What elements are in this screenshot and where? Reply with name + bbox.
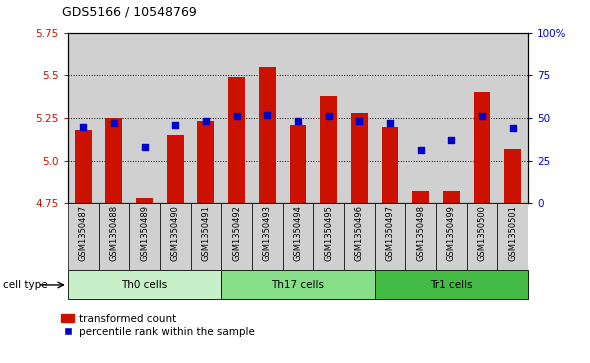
FancyBboxPatch shape — [405, 203, 436, 270]
FancyBboxPatch shape — [252, 203, 283, 270]
Bar — [228, 77, 245, 203]
Text: GSM1350490: GSM1350490 — [171, 205, 180, 261]
Text: Th17 cells: Th17 cells — [271, 280, 325, 290]
Point — [355, 118, 364, 124]
Bar — [75, 130, 91, 203]
Text: GSM1350495: GSM1350495 — [324, 205, 333, 261]
Text: GSM1350487: GSM1350487 — [78, 205, 88, 261]
Bar — [313, 33, 344, 203]
Text: GSM1350493: GSM1350493 — [263, 205, 272, 261]
Point — [477, 113, 487, 119]
Text: GSM1350489: GSM1350489 — [140, 205, 149, 261]
Bar — [375, 33, 405, 203]
Bar — [497, 33, 528, 203]
Bar — [436, 33, 467, 203]
Bar — [167, 135, 183, 203]
FancyBboxPatch shape — [344, 203, 375, 270]
Text: GSM1350500: GSM1350500 — [477, 205, 487, 261]
Point — [140, 144, 149, 150]
FancyBboxPatch shape — [99, 203, 129, 270]
FancyBboxPatch shape — [283, 203, 313, 270]
Bar — [283, 33, 313, 203]
Point — [385, 120, 395, 126]
FancyBboxPatch shape — [221, 270, 375, 299]
Point — [201, 118, 211, 124]
Point — [293, 118, 303, 124]
Bar — [136, 198, 153, 203]
Bar — [320, 96, 337, 203]
Bar — [99, 33, 129, 203]
Bar — [252, 33, 283, 203]
Text: cell type: cell type — [3, 280, 48, 290]
Bar — [412, 191, 429, 203]
FancyBboxPatch shape — [129, 203, 160, 270]
Point — [232, 113, 241, 119]
FancyBboxPatch shape — [313, 203, 344, 270]
Bar — [351, 113, 368, 203]
Bar — [443, 191, 460, 203]
FancyBboxPatch shape — [160, 203, 191, 270]
FancyBboxPatch shape — [375, 270, 528, 299]
Bar — [474, 92, 490, 203]
Bar — [68, 33, 99, 203]
FancyBboxPatch shape — [467, 203, 497, 270]
Point — [324, 113, 333, 119]
Text: GSM1350496: GSM1350496 — [355, 205, 364, 261]
Bar — [405, 33, 436, 203]
Text: Th0 cells: Th0 cells — [122, 280, 168, 290]
Text: GSM1350488: GSM1350488 — [109, 205, 119, 261]
Point — [508, 125, 517, 131]
Bar — [467, 33, 497, 203]
FancyBboxPatch shape — [497, 203, 528, 270]
Point — [78, 123, 88, 129]
Text: GSM1350492: GSM1350492 — [232, 205, 241, 261]
Bar — [160, 33, 191, 203]
Bar — [221, 33, 252, 203]
Text: GSM1350501: GSM1350501 — [508, 205, 517, 261]
Bar — [382, 126, 398, 203]
FancyBboxPatch shape — [375, 203, 405, 270]
Bar — [129, 33, 160, 203]
FancyBboxPatch shape — [436, 203, 467, 270]
Bar — [504, 149, 521, 203]
Bar — [106, 118, 122, 203]
Point — [263, 112, 272, 118]
Bar — [259, 67, 276, 203]
FancyBboxPatch shape — [68, 203, 99, 270]
Point — [416, 147, 425, 153]
Point — [447, 137, 456, 143]
Bar — [191, 33, 221, 203]
Point — [109, 120, 119, 126]
Bar — [198, 121, 214, 203]
Text: GSM1350491: GSM1350491 — [201, 205, 211, 261]
Text: Tr1 cells: Tr1 cells — [430, 280, 473, 290]
Text: GSM1350497: GSM1350497 — [385, 205, 395, 261]
Bar — [344, 33, 375, 203]
Bar — [290, 125, 306, 203]
Legend: transformed count, percentile rank within the sample: transformed count, percentile rank withi… — [61, 314, 255, 337]
FancyBboxPatch shape — [221, 203, 252, 270]
Text: GSM1350494: GSM1350494 — [293, 205, 303, 261]
Text: GDS5166 / 10548769: GDS5166 / 10548769 — [62, 5, 196, 18]
Text: GSM1350498: GSM1350498 — [416, 205, 425, 261]
Point — [171, 122, 180, 128]
Text: GSM1350499: GSM1350499 — [447, 205, 456, 261]
FancyBboxPatch shape — [68, 270, 221, 299]
FancyBboxPatch shape — [191, 203, 221, 270]
